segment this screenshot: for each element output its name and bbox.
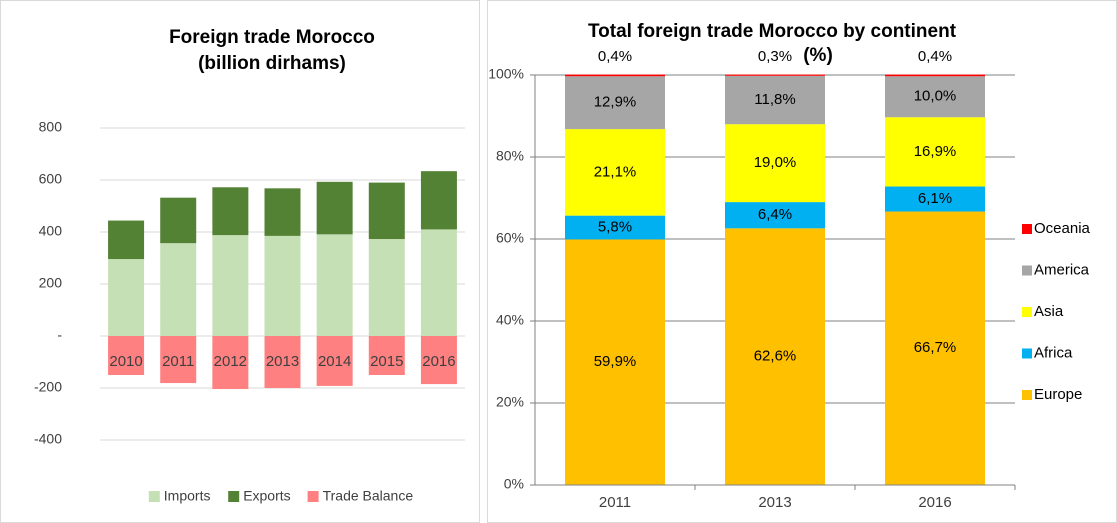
x-tick-label: 2012	[214, 353, 247, 370]
bar-segment	[160, 197, 197, 244]
bar-segment	[316, 234, 353, 336]
legend-swatch	[1022, 348, 1032, 359]
x-tick-label: 2013	[758, 494, 791, 511]
data-label: 59,9%	[594, 353, 637, 370]
bar-segment	[885, 76, 985, 118]
bar-segment	[565, 74, 665, 77]
bar-segment	[212, 235, 249, 336]
bar-segment	[264, 235, 301, 336]
legend-label: Oceania	[1034, 220, 1091, 237]
bar-segment	[565, 239, 665, 485]
data-label: 21,1%	[594, 163, 637, 180]
data-label: 6,1%	[918, 190, 952, 207]
legend-swatch	[228, 491, 240, 502]
bar-segment	[725, 228, 825, 485]
bar-segment	[264, 336, 301, 388]
y-tick-label: -200	[34, 379, 62, 395]
data-label: 66,7%	[914, 339, 957, 356]
bar-segment	[160, 243, 197, 336]
data-label: 16,9%	[914, 143, 957, 160]
bar-segment	[565, 76, 665, 130]
data-label: 11,8%	[754, 91, 795, 108]
bar-segment	[565, 129, 665, 216]
data-label: 10,0%	[914, 88, 957, 105]
bar-segment	[885, 74, 985, 77]
bar-segment	[885, 186, 985, 212]
bar-segment	[725, 74, 825, 76]
data-label: 5,8%	[598, 218, 632, 235]
data-label: 6,4%	[758, 206, 792, 223]
bar-segment	[212, 187, 249, 236]
x-tick-label: 2013	[266, 353, 299, 370]
x-tick-label: 2016	[918, 494, 951, 511]
x-tick-label: 2014	[318, 353, 351, 370]
chart-title: (billion dirhams)	[198, 53, 346, 74]
bar-segment	[316, 181, 353, 235]
y-tick-label: 60%	[496, 230, 524, 246]
bar-segment	[565, 215, 665, 240]
bar-segment	[420, 171, 457, 230]
data-label: 19,0%	[754, 154, 797, 171]
bar-segment	[420, 336, 457, 385]
bar-segment	[725, 124, 825, 203]
y-tick-label: 20%	[496, 394, 524, 410]
y-tick-label: 400	[39, 223, 63, 239]
bar-segment	[420, 229, 457, 336]
x-tick-label: 2010	[109, 353, 142, 370]
legend-label: Exports	[243, 488, 290, 504]
bar-segment	[885, 117, 985, 187]
bar-segment	[264, 188, 301, 236]
x-tick-label: 2011	[599, 494, 631, 511]
legend-swatch	[1022, 307, 1032, 317]
y-tick-label: 100%	[488, 66, 524, 82]
legend-label: America	[1034, 261, 1090, 278]
bar-segment	[725, 202, 825, 229]
bar-segment	[368, 239, 405, 336]
x-tick-label: 2011	[162, 353, 194, 370]
bar-segment	[885, 211, 985, 485]
data-label: 12,9%	[594, 94, 637, 111]
legend-swatch	[1022, 265, 1032, 276]
legend-label: Europe	[1034, 386, 1082, 403]
legend-swatch	[148, 491, 160, 502]
bar-segment	[368, 182, 405, 240]
bar-segment	[725, 75, 825, 125]
y-tick-label: 0%	[504, 476, 524, 492]
data-label: 0,4%	[598, 48, 632, 65]
y-tick-label: 800	[39, 119, 63, 135]
data-label: 0,3%	[758, 48, 792, 65]
y-tick-label: -400	[34, 431, 62, 447]
legend-label: Asia	[1034, 303, 1064, 320]
legend-label: Africa	[1034, 344, 1073, 361]
legend-swatch	[1022, 390, 1032, 400]
bar-segment	[108, 259, 145, 336]
bar-segment	[160, 336, 197, 384]
y-tick-label: 200	[39, 275, 63, 291]
x-tick-label: 2015	[370, 353, 403, 370]
data-label: 62,6%	[754, 348, 797, 365]
chart-title: Total foreign trade Morocco by continent	[588, 21, 957, 42]
bar-segment	[368, 336, 405, 375]
y-tick-label: 600	[39, 171, 63, 187]
bar-segment	[316, 336, 353, 386]
chart-title: Foreign trade Morocco	[169, 27, 375, 48]
y-tick-label: 80%	[496, 148, 524, 164]
x-tick-label: 2016	[422, 353, 455, 370]
y-tick-label: 40%	[496, 312, 524, 328]
legend-swatch	[307, 491, 319, 502]
bar-segment	[108, 336, 145, 375]
chart-title: (%)	[803, 45, 833, 66]
y-tick-label: -	[57, 327, 62, 343]
legend-swatch	[1022, 224, 1032, 234]
legend-label: Imports	[164, 488, 211, 504]
legend-label: Trade Balance	[323, 488, 414, 504]
bar-segment	[108, 220, 145, 260]
bar-segment	[212, 336, 249, 390]
data-label: 0,4%	[918, 48, 952, 65]
